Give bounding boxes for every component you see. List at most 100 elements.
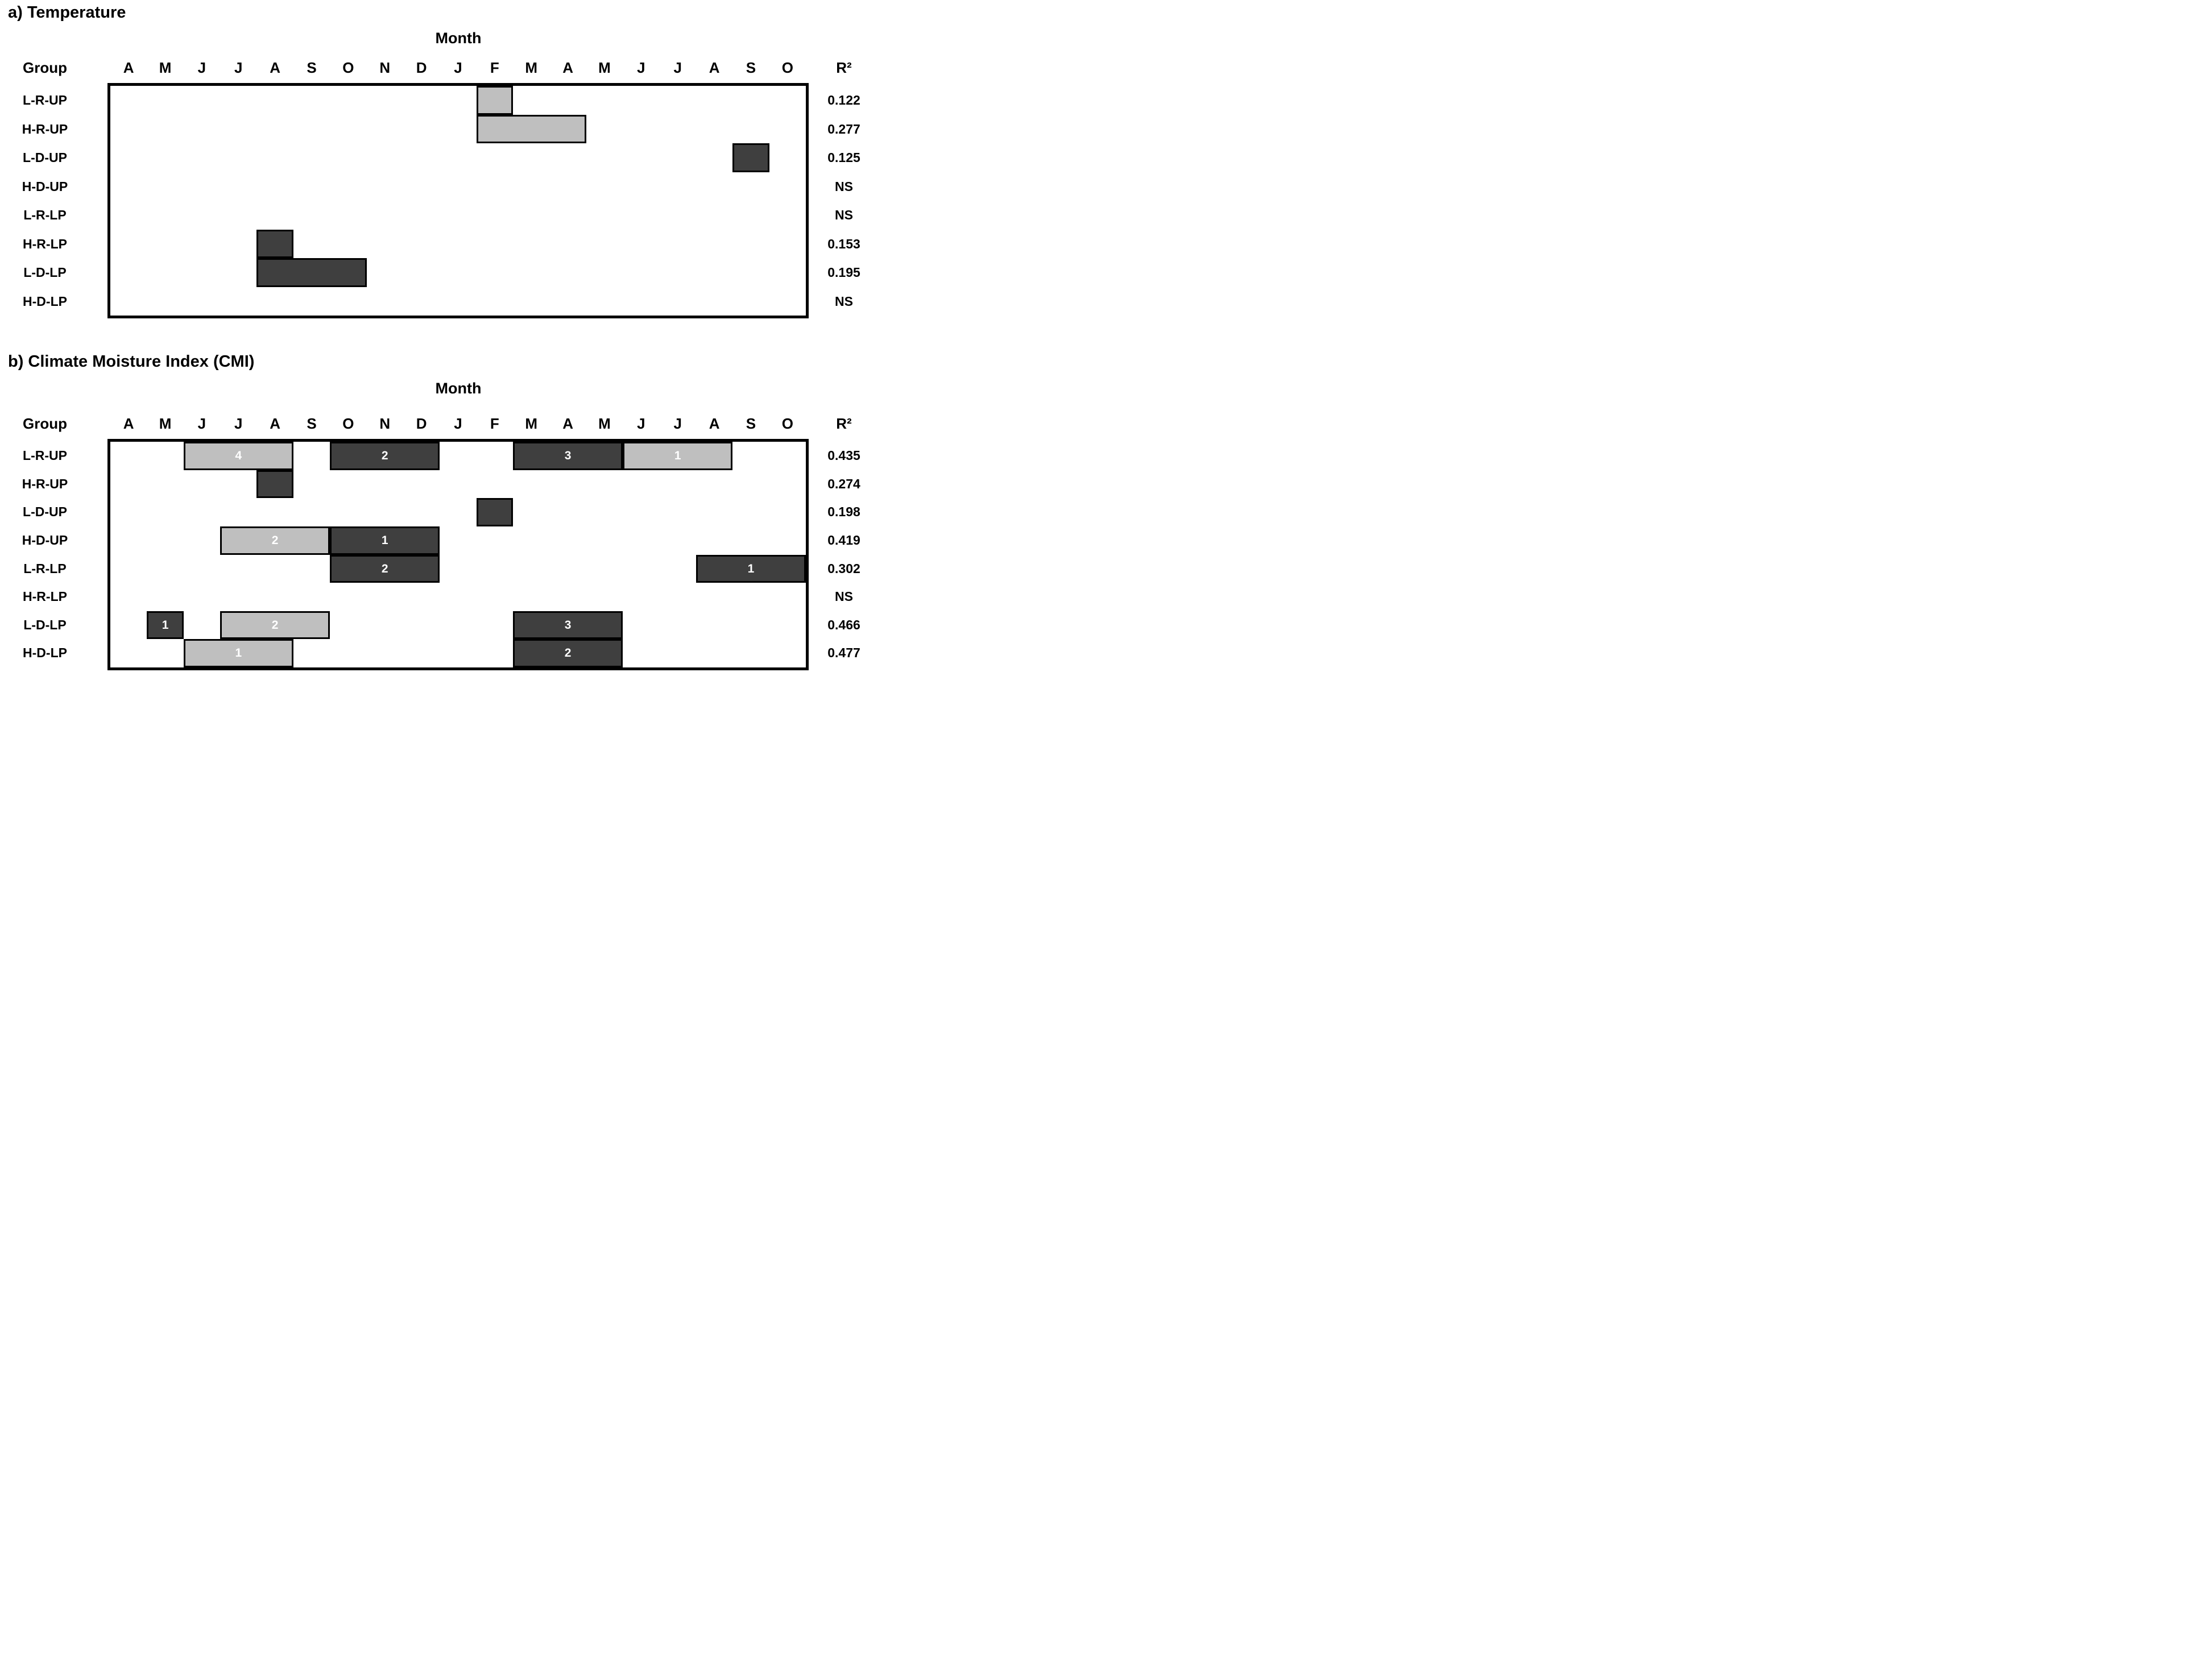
r2-value: 0.198 xyxy=(827,504,860,520)
significant-month-bar xyxy=(476,114,586,143)
month-letter: D xyxy=(416,415,427,432)
r2-value: 0.466 xyxy=(827,617,860,632)
r2-value: NS xyxy=(835,208,853,222)
month-letter: M xyxy=(598,59,611,76)
month-letter: N xyxy=(379,59,391,76)
panel-b-r2-header: R² xyxy=(836,415,852,432)
month-letter: J xyxy=(637,415,645,432)
r2-value: NS xyxy=(835,179,853,194)
bar-rank-label: 2 xyxy=(271,618,279,632)
month-letter: M xyxy=(525,415,538,432)
group-label: H-D-LP xyxy=(23,645,67,661)
r2-value: 0.274 xyxy=(827,476,860,491)
bar-rank-label: 1 xyxy=(235,646,242,660)
month-letter: J xyxy=(454,59,462,76)
panel-a-title: a) Temperature xyxy=(8,3,126,22)
group-label: H-R-UP xyxy=(22,121,68,136)
r2-value: 0.302 xyxy=(827,561,860,576)
month-letter: J xyxy=(197,59,206,76)
r2-value: NS xyxy=(835,589,853,604)
group-label: L-D-UP xyxy=(23,504,67,520)
panel-b-month-axis-label: Month xyxy=(435,380,482,397)
month-letter: M xyxy=(598,415,611,432)
significant-month-bar: 2 xyxy=(330,442,440,470)
month-letter: J xyxy=(234,59,243,76)
panel-a-plot-box xyxy=(107,83,809,318)
bar-rank-label: 2 xyxy=(271,533,279,547)
month-letter: O xyxy=(342,59,354,76)
significant-month-bar: 2 xyxy=(220,611,330,640)
r2-value: 0.125 xyxy=(827,150,860,165)
panel-a: a) Temperature Month Group R² A M J J A S O N D J… xyxy=(0,0,877,672)
bar-rank-label: 1 xyxy=(381,533,388,547)
bar-rank-label: 2 xyxy=(381,449,388,462)
significant-month-bar: 2 xyxy=(220,526,330,555)
r2-value: 0.277 xyxy=(827,121,860,136)
group-label: H-R-LP xyxy=(23,236,67,251)
month-letter: D xyxy=(416,59,427,76)
group-label: H-D-UP xyxy=(22,179,68,194)
month-letter: O xyxy=(342,415,354,432)
group-label: L-D-UP xyxy=(23,150,67,165)
panel-b: b) Climate Moisture Index (CMI) Month Gr… xyxy=(0,0,877,672)
month-letter: J xyxy=(637,59,645,76)
panel-b-title: b) Climate Moisture Index (CMI) xyxy=(8,352,255,371)
bar-rank-label: 1 xyxy=(162,618,169,632)
significant-month-bar: 4 xyxy=(183,442,293,470)
significant-month-bar xyxy=(256,258,367,287)
group-label: H-D-UP xyxy=(22,532,68,547)
bar-rank-label: 4 xyxy=(235,449,242,462)
r2-value: NS xyxy=(835,293,853,309)
group-label: H-R-LP xyxy=(23,589,67,604)
month-letter: S xyxy=(746,59,756,76)
r2-value: 0.419 xyxy=(827,532,860,547)
month-letter: S xyxy=(307,59,317,76)
month-letter: F xyxy=(490,59,499,76)
significant-month-bar: 1 xyxy=(623,442,733,470)
group-label: L-R-LP xyxy=(23,561,67,576)
significant-month-bar xyxy=(256,229,293,258)
significant-month-bar xyxy=(732,143,769,172)
group-label: L-D-LP xyxy=(23,265,67,280)
month-letter: O xyxy=(781,59,793,76)
month-letter: A xyxy=(123,59,134,76)
significant-month-bar: 1 xyxy=(330,526,440,555)
significant-month-bar: 2 xyxy=(513,639,623,667)
panel-b-group-header: Group xyxy=(23,415,67,432)
month-letter: A xyxy=(270,59,281,76)
r2-value: 0.435 xyxy=(827,448,860,463)
r2-value: 0.153 xyxy=(827,236,860,251)
group-label: H-R-UP xyxy=(22,476,68,491)
month-letter: A xyxy=(270,415,281,432)
bar-rank-label: 3 xyxy=(564,618,572,632)
panel-a-month-axis-label: Month xyxy=(435,30,482,47)
group-label: L-R-UP xyxy=(23,448,67,463)
group-label: H-D-LP xyxy=(23,293,67,309)
month-letter: F xyxy=(490,415,499,432)
month-letter: N xyxy=(379,415,391,432)
bar-rank-label: 1 xyxy=(674,449,681,462)
group-label: L-D-LP xyxy=(23,617,67,632)
significant-month-bar xyxy=(476,498,514,526)
month-letter: J xyxy=(234,415,243,432)
month-letter: A xyxy=(562,59,573,76)
significant-month-bar xyxy=(476,86,514,115)
month-letter: M xyxy=(159,415,172,432)
month-letter: J xyxy=(197,415,206,432)
significant-month-bar: 1 xyxy=(183,639,293,667)
month-letter: J xyxy=(673,415,682,432)
month-letter: J xyxy=(673,59,682,76)
bar-rank-label: 3 xyxy=(564,449,572,462)
r2-value: 0.195 xyxy=(827,265,860,280)
month-letter: S xyxy=(746,415,756,432)
month-letter: M xyxy=(525,59,538,76)
significant-month-bar: 1 xyxy=(147,611,184,640)
significant-month-bar: 2 xyxy=(330,554,440,583)
panel-b-plot-box: 4 2 3 1 2 1 2 1 1 2 3 1 2 xyxy=(107,439,809,670)
r2-value: 0.122 xyxy=(827,93,860,107)
r2-value: 0.477 xyxy=(827,645,860,661)
month-letter: M xyxy=(159,59,172,76)
figure: a) Temperature Month Group R² A M J J A S O N D J… xyxy=(0,0,877,672)
bar-rank-label: 2 xyxy=(564,646,572,660)
bar-rank-label: 1 xyxy=(747,562,755,575)
